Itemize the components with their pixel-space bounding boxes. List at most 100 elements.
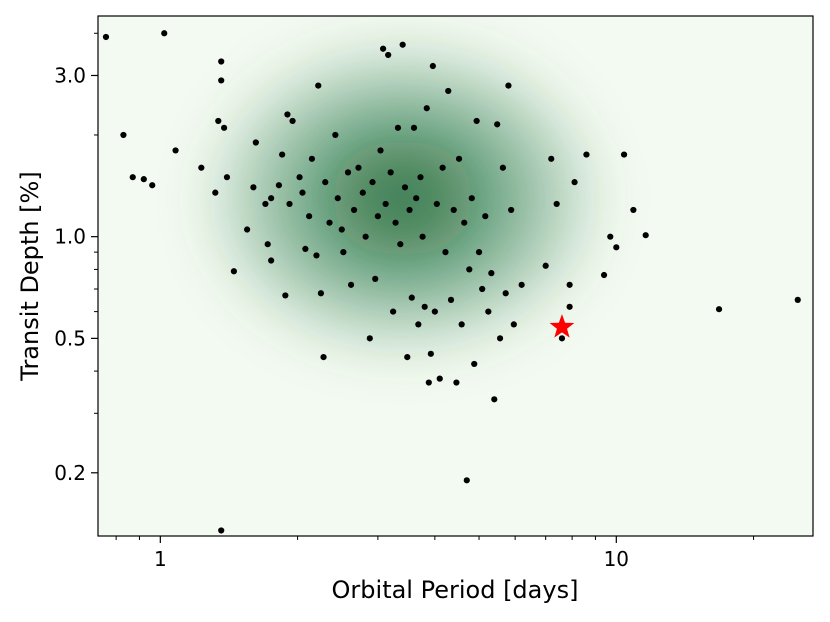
data-point [408, 294, 415, 301]
plot-frame [97, 15, 814, 537]
data-point [447, 296, 455, 303]
data-point [473, 117, 480, 125]
data-point [458, 321, 465, 328]
data-point [413, 195, 420, 202]
data-point [340, 249, 347, 256]
data-point [558, 335, 566, 342]
data-point [334, 195, 341, 202]
data-point [279, 151, 286, 158]
data-point [433, 200, 440, 208]
data-point [571, 179, 578, 186]
data-point [198, 164, 205, 171]
data-point [491, 396, 498, 403]
data-point [485, 308, 492, 315]
y-axis-label: Transit Depth [%] [16, 171, 44, 381]
data-point [397, 241, 404, 248]
data-point [583, 151, 590, 158]
data-point [212, 189, 219, 196]
data-point [221, 124, 228, 131]
data-point [161, 30, 168, 37]
data-point [374, 213, 381, 220]
data-point [510, 321, 517, 328]
x-axis: 1 10 [115, 536, 755, 571]
data-point [404, 354, 411, 361]
data-point [286, 200, 293, 208]
data-point [302, 245, 309, 253]
data-point [471, 360, 478, 368]
data-point [445, 87, 452, 95]
data-point [218, 58, 225, 65]
data-point [566, 281, 573, 288]
data-point [315, 82, 322, 89]
data-point [427, 350, 434, 357]
data-point [600, 271, 608, 279]
data-point [289, 117, 296, 125]
data-point [268, 195, 275, 202]
data-point [620, 151, 628, 158]
data-point [218, 77, 225, 84]
data-point [715, 306, 723, 313]
data-point [390, 308, 397, 315]
data-point [149, 182, 156, 189]
data-point [366, 335, 373, 342]
data-point [453, 379, 460, 386]
data-point [250, 184, 257, 191]
data-point [613, 244, 620, 251]
data-point [419, 233, 426, 240]
highlight-star-marker [549, 314, 575, 338]
x-axis-label: Orbital Period [days] [332, 576, 579, 604]
data-point [429, 62, 436, 70]
data-point [350, 206, 358, 214]
data-point [518, 281, 525, 288]
data-point [372, 275, 379, 282]
data-point [417, 174, 424, 181]
data-point [120, 131, 127, 139]
data-point [344, 169, 352, 176]
data-point [268, 257, 275, 264]
data-point [508, 206, 515, 214]
data-point [450, 206, 457, 214]
y-tick-label: 1.0 [54, 225, 86, 249]
data-point [392, 219, 399, 226]
y-tick-label: 0.2 [54, 461, 86, 485]
data-point [455, 155, 463, 162]
data-point [332, 131, 339, 139]
data-points [102, 30, 801, 534]
y-tick-label: 3.0 [54, 63, 86, 87]
x-tick-label: 10 [604, 547, 629, 571]
data-point [468, 195, 475, 202]
data-point [296, 174, 303, 181]
data-point [387, 169, 394, 176]
data-point [369, 179, 376, 186]
data-point [244, 226, 251, 233]
data-point [794, 296, 801, 303]
y-axis: 0.2 0.5 1.0 3.0 [54, 32, 98, 485]
data-point [442, 249, 449, 256]
data-point [215, 117, 222, 125]
data-point [306, 213, 313, 220]
data-point [359, 189, 366, 196]
data-point [355, 164, 362, 171]
data-point [542, 262, 549, 269]
data-point [410, 124, 418, 131]
data-point [379, 45, 387, 52]
data-point [308, 155, 316, 162]
data-point [284, 111, 291, 118]
data-point [313, 252, 320, 259]
data-point [566, 303, 573, 310]
data-point [262, 200, 269, 208]
data-point [399, 41, 406, 48]
data-point [642, 232, 649, 239]
data-point [218, 527, 225, 534]
data-point [494, 121, 501, 128]
data-point [496, 335, 504, 342]
data-point [129, 174, 136, 181]
data-point [425, 379, 432, 386]
data-point [461, 219, 468, 226]
data-point [223, 174, 231, 181]
data-point [415, 321, 422, 328]
data-point [466, 266, 473, 273]
data-point [553, 200, 560, 208]
data-point [282, 292, 289, 299]
